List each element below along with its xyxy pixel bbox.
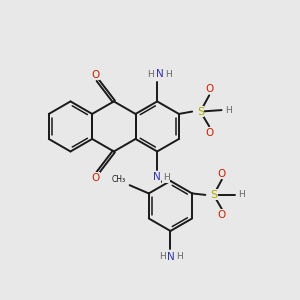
Text: CH₃: CH₃ [112, 176, 126, 184]
Text: N: N [156, 69, 164, 79]
Text: O: O [205, 128, 213, 138]
Text: H: H [225, 106, 232, 115]
Text: H: H [165, 70, 172, 80]
Text: H: H [147, 70, 154, 80]
Text: N: N [167, 252, 175, 262]
Text: H: H [238, 190, 245, 200]
Text: H: H [159, 252, 166, 261]
Text: H: H [176, 252, 183, 261]
Text: H: H [163, 173, 170, 182]
Text: O: O [218, 210, 226, 220]
Text: O: O [218, 169, 226, 179]
Text: O: O [91, 70, 99, 80]
Text: S: S [197, 106, 204, 117]
Text: N: N [153, 172, 160, 182]
Text: O: O [205, 84, 213, 94]
Text: S: S [210, 190, 217, 200]
Text: O: O [91, 173, 99, 183]
